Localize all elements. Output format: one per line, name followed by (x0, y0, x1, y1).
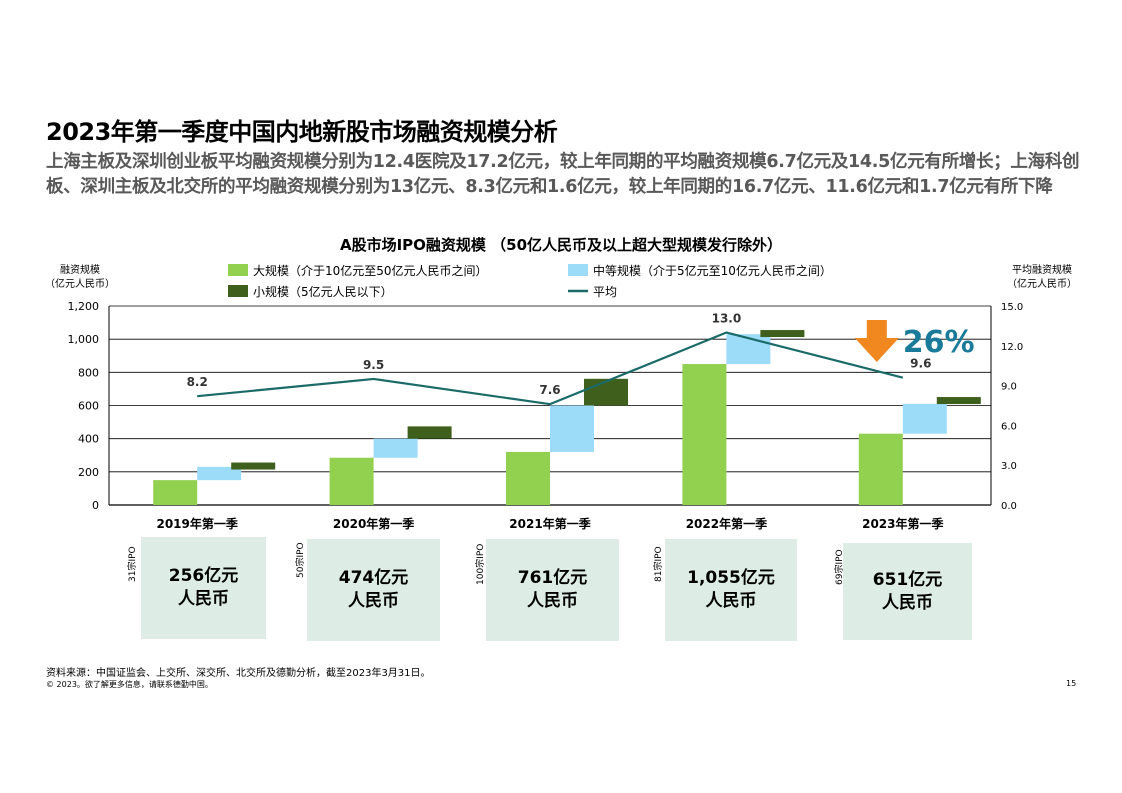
average-data-label: 13.0 (712, 312, 742, 326)
chart-area: 0 200 400 600 800 1,000 1,200 0.0 3.0 6.0 9.0 12.0 1… (45, 263, 1077, 531)
bar-small (760, 330, 805, 338)
ipo-count: 31宗IPO (128, 546, 138, 582)
page-title: 2023年第一季度中国内地新股市场融资规模分析 (46, 118, 558, 146)
y2-tick-label: 6.0 (1001, 421, 1017, 432)
y-axis-label: 融资规模 (60, 263, 100, 276)
ipo-count: 100宗IPO (476, 543, 486, 585)
legend-swatch (228, 264, 248, 276)
bar-large (329, 457, 374, 505)
source-note: 资料来源：中国证监会、上交所、深交所、北交所及德勤分析，截至2023年3月31日… (46, 668, 431, 679)
legend-swatch (568, 264, 588, 276)
page-subtitle: 上海主板及深圳创业板平均融资规模分别为12.4医院及17.2亿元，较上年同期的平… (46, 152, 1080, 197)
bar-large (153, 480, 198, 505)
legend-label: 小规模（5亿元人民以下） (253, 284, 393, 299)
average-data-label: 7.6 (539, 383, 560, 397)
y-tick-label: 200 (78, 466, 99, 479)
average-data-label: 8.2 (187, 375, 208, 389)
average-data-label: 9.5 (363, 358, 384, 372)
bar-small (584, 378, 628, 406)
bar-small (936, 397, 981, 405)
total-amount: 761亿元 (517, 568, 588, 588)
legend-label: 中等规模（介于5亿元至10亿元人民币之间） (593, 263, 832, 278)
total-financing-box: 474亿元人民币 (307, 539, 440, 641)
y2-tick-label: 9.0 (1001, 382, 1017, 393)
bar-large (506, 451, 550, 505)
bar-small (231, 462, 276, 470)
total-unit: 人民币 (178, 589, 229, 609)
y-tick-label: 1,200 (68, 300, 100, 313)
x-tick-label: 2019年第一季 (156, 516, 238, 531)
average-data-label: 9.6 (910, 357, 931, 371)
bar-medium (550, 405, 594, 452)
bar-large (682, 364, 727, 505)
y2-tick-label: 15.0 (1001, 302, 1023, 313)
average-line (197, 331, 904, 406)
total-amount: 256亿元 (168, 566, 239, 586)
bar-medium (373, 438, 418, 458)
y-axis-label: （亿元人民币） (45, 277, 115, 290)
total-amount: 474亿元 (338, 568, 409, 588)
total-unit: 人民币 (348, 591, 399, 611)
y-tick-label: 1,000 (68, 333, 100, 346)
total-amount: 1,055亿元 (687, 568, 775, 588)
total-financing-box: 761亿元人民币 (486, 539, 619, 641)
change-annotation: 26% (903, 325, 975, 360)
ipo-count: 69宗IPO (835, 549, 845, 585)
y2-axis-label: 平均融资规模 (1012, 263, 1072, 276)
bar-medium (197, 466, 242, 481)
x-tick-label: 2023年第一季 (862, 516, 944, 531)
y2-tick-label: 0.0 (1001, 501, 1017, 512)
y-tick-label: 800 (78, 366, 99, 379)
down-arrow-icon (854, 320, 899, 362)
page-number: 15 (1066, 679, 1077, 688)
total-unit: 人民币 (705, 591, 757, 611)
total-unit: 人民币 (527, 591, 578, 611)
chart-title: A股市场IPO融资规模 （50亿人民币及以上超大型规模发行除外） (339, 236, 783, 254)
x-tick-label: 2021年第一季 (509, 516, 591, 531)
legend-swatch (228, 285, 248, 297)
y2-tick-label: 3.0 (1001, 461, 1017, 472)
copyright: © 2023。欲了解更多信息，请联系德勤中国。 (46, 680, 213, 689)
bar-small (407, 426, 452, 439)
y-tick-label: 600 (78, 400, 99, 413)
total-unit: 人民币 (882, 592, 933, 613)
x-tick-label: 2022年第一季 (686, 516, 768, 531)
bar-medium (902, 403, 947, 434)
legend-label: 大规模（介于10亿元至50亿元人民币之间） (253, 263, 488, 278)
total-financing-box: 651亿元 人民币 (843, 543, 972, 640)
ipo-count: 81宗IPO (654, 546, 664, 582)
bar-large (858, 433, 903, 505)
total-financing-box: 1,055亿元 人民币 (665, 539, 797, 641)
legend-label: 平均 (593, 285, 617, 299)
y2-axis-label: （亿元人民币） (1007, 277, 1077, 290)
y-tick-label: 400 (78, 433, 99, 446)
total-amount: 651亿元 (872, 569, 943, 590)
y2-tick-label: 12.0 (1001, 342, 1023, 353)
total-financing-box: 256亿元人民币 (141, 537, 266, 639)
y-tick-label: 0 (92, 499, 99, 512)
ipo-count: 50宗IPO (296, 542, 306, 578)
x-tick-label: 2020年第一季 (333, 516, 415, 531)
